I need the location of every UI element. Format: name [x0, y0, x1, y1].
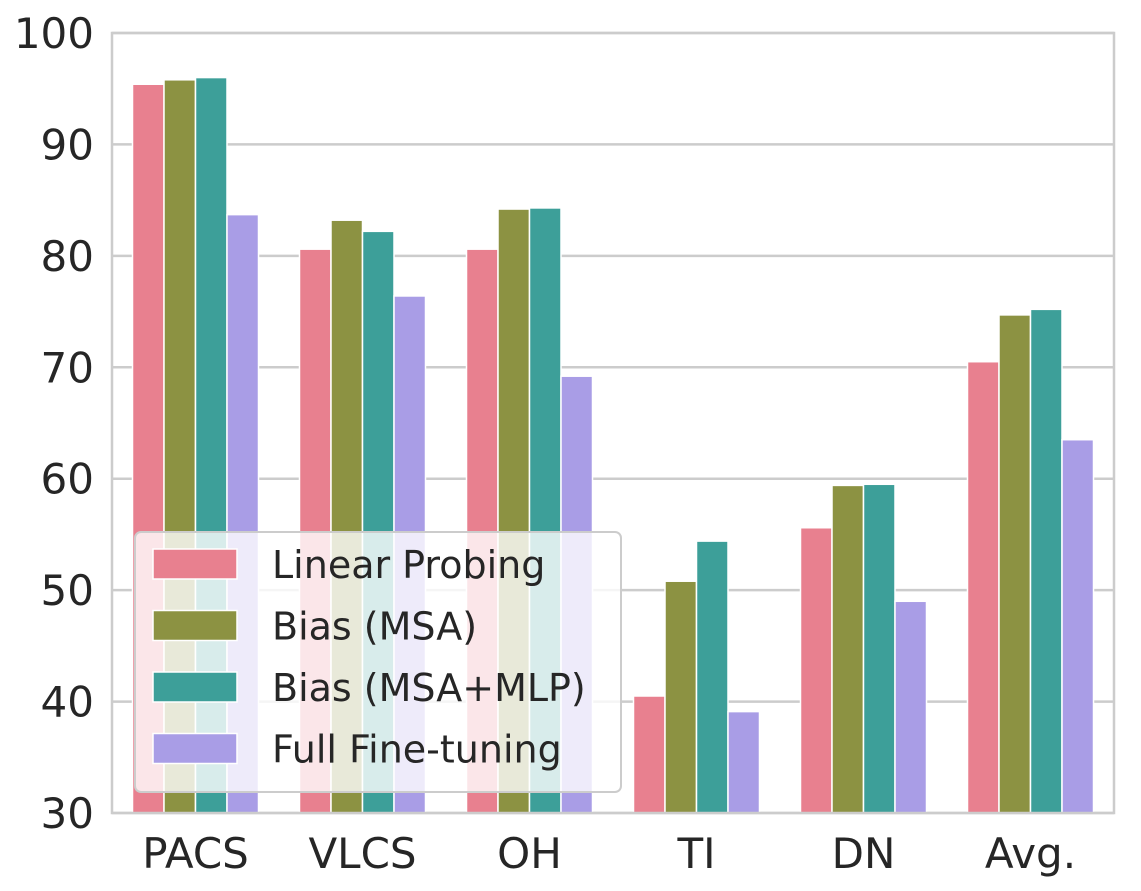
- y-tick-label: 70: [41, 343, 94, 392]
- x-axis-ticks: PACS VLCS OH TI DN Avg.: [142, 829, 1076, 878]
- y-tick-label: 40: [41, 678, 94, 727]
- bar-bias-msa-mlp-dn: [862, 483, 896, 814]
- bar-linear-probing-avg: [966, 360, 1000, 814]
- bar-bias-msa-mlp-avg: [1029, 308, 1063, 814]
- legend-swatch: [152, 609, 238, 642]
- plot-frame: [110, 31, 1116, 815]
- x-tick-label: Avg.: [985, 829, 1076, 878]
- bar-bias-msa-avg: [998, 314, 1032, 814]
- y-tick-label: 90: [41, 120, 94, 169]
- bar-full-fine-tuning-ti: [727, 710, 761, 814]
- y-tick-label: 50: [41, 566, 94, 615]
- bar-bias-msa-ti: [664, 580, 698, 814]
- bar-bias-msa-dn: [831, 484, 865, 814]
- bar-full-fine-tuning-dn: [894, 600, 928, 814]
- legend-label: Bias (MSA+MLP): [272, 666, 586, 710]
- legend-box: [134, 531, 622, 793]
- bar-full-fine-tuning-avg: [1061, 438, 1095, 814]
- legend-swatch: [152, 548, 238, 580]
- legend-swatch: [152, 732, 238, 765]
- bar-linear-probing-ti: [632, 695, 666, 814]
- x-tick-label: VLCS: [308, 829, 416, 878]
- y-tick-label: 60: [41, 455, 94, 504]
- bar-linear-probing-dn: [799, 526, 833, 814]
- legend: Linear Probing Bias (MSA) Bias (MSA+MLP) Fu…: [134, 531, 622, 793]
- legend-label: Bias (MSA): [272, 605, 477, 649]
- legend-swatch: [152, 671, 238, 703]
- bar-bias-msa-mlp-ti: [695, 540, 729, 814]
- x-tick-label: PACS: [142, 829, 249, 878]
- legend-label: Linear Probing: [272, 543, 545, 587]
- y-tick-label: 30: [41, 789, 94, 838]
- y-axis-ticks: 30 40 50 60 70 80 90 100: [14, 9, 94, 838]
- y-tick-label: 100: [14, 9, 94, 58]
- legend-label: Full Fine-tuning: [272, 728, 562, 772]
- x-tick-label: TI: [676, 829, 715, 878]
- x-tick-label: OH: [497, 829, 562, 878]
- y-tick-label: 80: [41, 232, 94, 281]
- x-tick-label: DN: [832, 829, 896, 878]
